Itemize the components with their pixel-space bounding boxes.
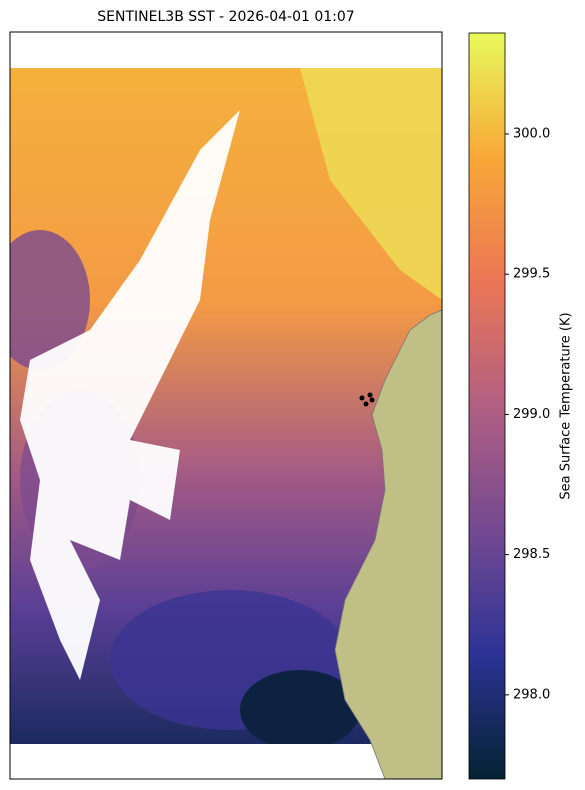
- sst-raster: [10, 68, 442, 744]
- land: [334, 309, 443, 780]
- colorbar-tick-label: 298.5: [513, 547, 550, 562]
- colorbar-tick-label: 298.0: [513, 687, 550, 702]
- colorbar-tick-label: 300.0: [513, 126, 550, 141]
- map-border: [9, 31, 443, 780]
- colorbar: [468, 32, 506, 780]
- colorbar-label: Sea Surface Temperature (K): [559, 312, 574, 499]
- colorbar-tick-label: 299.0: [513, 407, 550, 422]
- map-title: SENTINEL3B SST - 2026-04-01 01:07: [97, 9, 354, 25]
- colorbar-tick-label: 299.5: [513, 267, 550, 282]
- stations: [359, 392, 375, 407]
